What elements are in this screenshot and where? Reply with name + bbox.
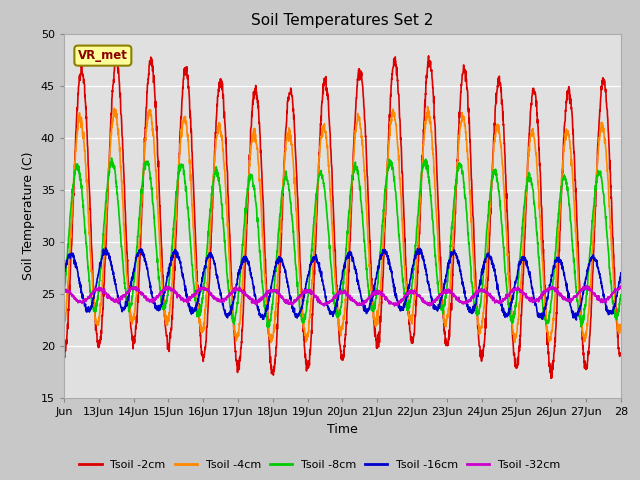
- Tsoil -4cm: [617, 324, 625, 330]
- Line: Tsoil -8cm: Tsoil -8cm: [64, 158, 621, 327]
- Tsoil -8cm: [542, 317, 550, 323]
- Tsoil -4cm: [609, 272, 617, 277]
- Tsoil -32cm: [236, 288, 244, 294]
- Tsoil -2cm: [236, 358, 244, 364]
- Tsoil -4cm: [236, 320, 244, 326]
- Tsoil -8cm: [60, 291, 68, 297]
- Tsoil -2cm: [617, 351, 625, 357]
- Tsoil -8cm: [376, 249, 384, 255]
- Tsoil -2cm: [425, 53, 433, 59]
- Tsoil -2cm: [542, 304, 550, 310]
- Tsoil -32cm: [609, 290, 617, 296]
- Tsoil -16cm: [236, 266, 244, 272]
- Tsoil -2cm: [609, 247, 617, 253]
- Tsoil -32cm: [510, 287, 518, 292]
- Tsoil -16cm: [116, 300, 124, 306]
- X-axis label: Time: Time: [327, 423, 358, 436]
- Tsoil -8cm: [265, 324, 273, 330]
- Tsoil -2cm: [116, 86, 124, 92]
- Tsoil -8cm: [108, 155, 115, 161]
- Tsoil -8cm: [116, 223, 124, 229]
- Tsoil -4cm: [268, 340, 275, 346]
- Y-axis label: Soil Temperature (C): Soil Temperature (C): [22, 152, 35, 280]
- Tsoil -2cm: [376, 332, 383, 337]
- Tsoil -4cm: [60, 325, 68, 331]
- Tsoil -32cm: [320, 303, 328, 309]
- Tsoil -32cm: [617, 285, 625, 290]
- Line: Tsoil -16cm: Tsoil -16cm: [64, 248, 621, 320]
- Tsoil -2cm: [547, 375, 555, 381]
- Tsoil -16cm: [609, 305, 617, 311]
- Tsoil -4cm: [424, 104, 431, 109]
- Tsoil -2cm: [60, 354, 68, 360]
- Tsoil -32cm: [582, 283, 590, 288]
- Line: Tsoil -4cm: Tsoil -4cm: [64, 107, 621, 343]
- Tsoil -4cm: [542, 307, 550, 312]
- Tsoil -16cm: [102, 245, 109, 251]
- Title: Soil Temperatures Set 2: Soil Temperatures Set 2: [252, 13, 433, 28]
- Tsoil -4cm: [376, 296, 384, 301]
- Tsoil -16cm: [60, 269, 68, 275]
- Tsoil -32cm: [60, 287, 68, 293]
- Tsoil -4cm: [511, 336, 518, 342]
- Tsoil -16cm: [510, 285, 518, 290]
- Tsoil -16cm: [542, 304, 550, 310]
- Tsoil -4cm: [116, 148, 124, 154]
- Tsoil -16cm: [617, 270, 625, 276]
- Tsoil -16cm: [572, 317, 580, 323]
- Legend: Tsoil -2cm, Tsoil -4cm, Tsoil -8cm, Tsoil -16cm, Tsoil -32cm: Tsoil -2cm, Tsoil -4cm, Tsoil -8cm, Tsoi…: [75, 456, 565, 474]
- Tsoil -8cm: [609, 301, 617, 307]
- Tsoil -2cm: [510, 352, 518, 358]
- Tsoil -32cm: [116, 298, 124, 303]
- Tsoil -32cm: [376, 289, 384, 295]
- Line: Tsoil -2cm: Tsoil -2cm: [64, 56, 621, 378]
- Tsoil -8cm: [236, 274, 244, 280]
- Tsoil -8cm: [511, 311, 518, 317]
- Tsoil -32cm: [542, 287, 550, 293]
- Tsoil -8cm: [617, 292, 625, 298]
- Line: Tsoil -32cm: Tsoil -32cm: [64, 286, 621, 306]
- Text: VR_met: VR_met: [78, 49, 128, 62]
- Tsoil -16cm: [376, 256, 384, 262]
